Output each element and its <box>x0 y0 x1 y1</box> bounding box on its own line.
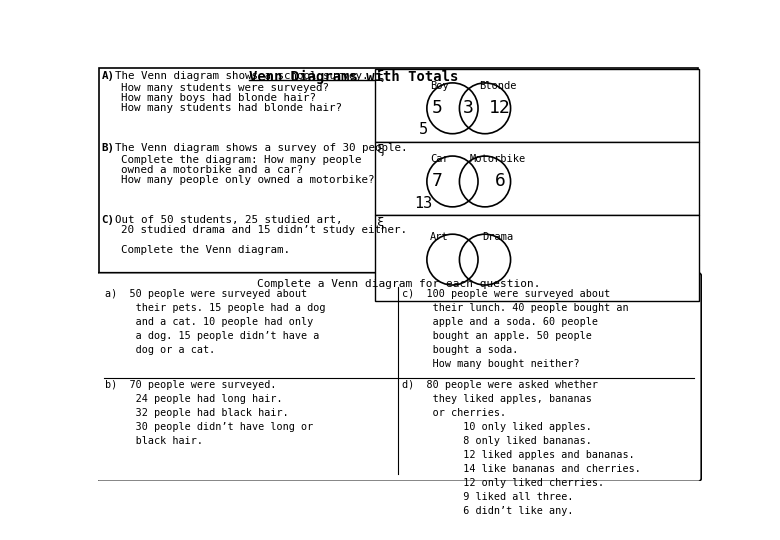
Text: Drama: Drama <box>482 232 513 242</box>
Text: Art: Art <box>431 232 449 242</box>
Text: Complete the Venn diagram.: Complete the Venn diagram. <box>121 245 289 255</box>
Text: 6: 6 <box>495 172 505 191</box>
Text: How many people only owned a motorbike?: How many people only owned a motorbike? <box>121 175 374 185</box>
Text: Complete the diagram: How many people: Complete the diagram: How many people <box>121 155 361 165</box>
Text: Motorbike: Motorbike <box>470 154 526 164</box>
Text: Complete a Venn diagram for each question.: Complete a Venn diagram for each questio… <box>257 279 541 289</box>
Text: owned a motorbike and a car?: owned a motorbike and a car? <box>121 165 303 175</box>
Text: ξ: ξ <box>377 215 384 229</box>
Text: 5: 5 <box>419 123 427 137</box>
Text: 3: 3 <box>463 99 474 117</box>
FancyBboxPatch shape <box>375 142 699 215</box>
Text: Venn Diagrams with Totals: Venn Diagrams with Totals <box>249 70 458 84</box>
Text: 20 studied drama and 15 didn’t study either.: 20 studied drama and 15 didn’t study eit… <box>121 225 406 235</box>
Text: d)  80 people were asked whether
     they liked apples, bananas
     or cherrie: d) 80 people were asked whether they lik… <box>402 381 641 516</box>
Text: 13: 13 <box>414 195 432 211</box>
Text: a)  50 people were surveyed about
     their pets. 15 people had a dog
     and : a) 50 people were surveyed about their p… <box>105 289 326 355</box>
Text: ξ: ξ <box>377 143 384 156</box>
Text: A): A) <box>101 71 115 81</box>
Text: B): B) <box>101 143 115 153</box>
Text: Boy: Boy <box>431 81 449 91</box>
FancyBboxPatch shape <box>99 68 698 274</box>
Text: 7: 7 <box>432 172 443 191</box>
Text: The Venn diagram shows a survey of 30 people.: The Venn diagram shows a survey of 30 pe… <box>115 143 407 153</box>
FancyBboxPatch shape <box>96 273 701 481</box>
FancyBboxPatch shape <box>375 215 699 301</box>
Text: b)  70 people were surveyed.
     24 people had long hair.
     32 people had bl: b) 70 people were surveyed. 24 people ha… <box>105 381 314 447</box>
Text: How many students had blonde hair?: How many students had blonde hair? <box>121 103 342 112</box>
Text: The Venn diagram shows a school survey.: The Venn diagram shows a school survey. <box>115 71 368 81</box>
Text: 5: 5 <box>432 99 443 117</box>
Text: Car: Car <box>431 154 449 164</box>
Text: How many students were surveyed?: How many students were surveyed? <box>121 83 328 92</box>
Text: C): C) <box>101 215 115 225</box>
Text: 12: 12 <box>489 99 511 117</box>
Text: How many boys had blonde hair?: How many boys had blonde hair? <box>121 92 316 103</box>
FancyBboxPatch shape <box>375 69 699 142</box>
Text: c)  100 people were surveyed about
     their lunch. 40 people bought an
     ap: c) 100 people were surveyed about their … <box>402 289 629 369</box>
Text: Out of 50 students, 25 studied art,: Out of 50 students, 25 studied art, <box>115 215 342 225</box>
Text: Blonde: Blonde <box>479 81 516 91</box>
Text: ξ: ξ <box>377 70 384 83</box>
